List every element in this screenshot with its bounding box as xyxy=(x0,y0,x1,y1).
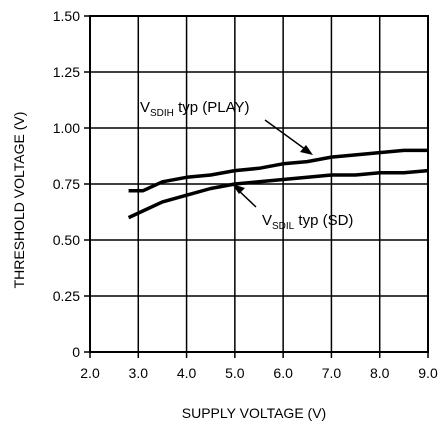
y-axis-label: THRESHOLD VOLTAGE (V) xyxy=(11,112,27,289)
annotation-vsdih: VSDIH typ (PLAY) xyxy=(140,99,250,119)
x-tick-label: 6.0 xyxy=(273,365,293,381)
x-tick-label: 2.0 xyxy=(80,365,100,381)
annotation-vsdih-arrowhead xyxy=(300,145,313,155)
tick-labels: 2.0 3.0 4.0 5.0 6.0 7.0 8.0 9.0 0 0.25 0.50 0.75 1.0… xyxy=(53,8,438,381)
annotation-vsdih-arrow xyxy=(264,119,310,153)
y-tick-label: 1.00 xyxy=(53,120,80,136)
x-tick-label: 8.0 xyxy=(370,365,390,381)
x-axis-label: SUPPLY VOLTAGE (V) xyxy=(182,405,326,421)
y-tick-label: 1.25 xyxy=(53,64,80,80)
series-line-1 xyxy=(128,148,428,193)
grid xyxy=(90,16,428,352)
x-tick-label: 7.0 xyxy=(322,365,342,381)
y-tick-label: 0.50 xyxy=(53,232,80,248)
x-tick-label: 5.0 xyxy=(225,365,245,381)
x-tick-label: 9.0 xyxy=(418,365,438,381)
x-tick-label: 4.0 xyxy=(177,365,197,381)
y-tick-label: 0.25 xyxy=(53,288,80,304)
y-tick-label: 0 xyxy=(72,344,80,360)
x-tick-label: 3.0 xyxy=(129,365,149,381)
series-line-2 xyxy=(127,168,429,220)
y-tick-label: 1.50 xyxy=(53,8,80,24)
y-tick-label: 0.75 xyxy=(53,176,80,192)
annotation-vsdil: VSDIL typ (SD) xyxy=(262,212,353,232)
annotation-vsdil-arrowhead xyxy=(232,184,245,194)
series-group xyxy=(127,148,429,220)
